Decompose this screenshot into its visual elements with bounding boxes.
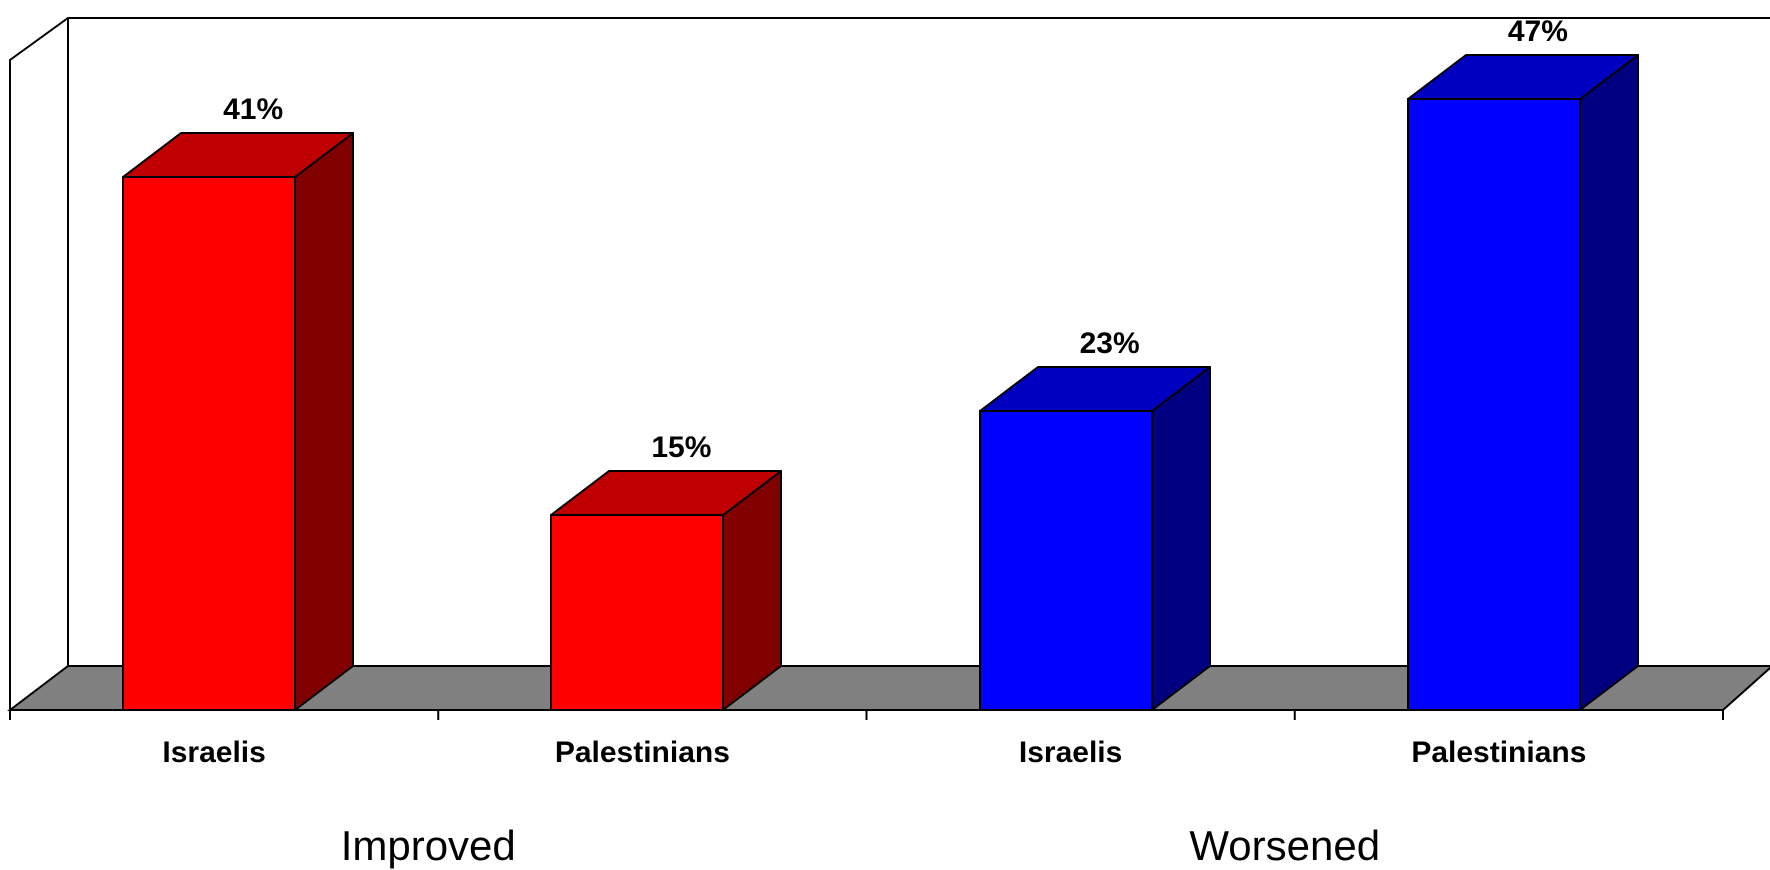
bar-front bbox=[979, 410, 1153, 711]
labels: 41% Israelis 15% Palestinians 23% Israelis 47%… bbox=[162, 15, 1586, 869]
bar-front bbox=[550, 514, 724, 711]
bars bbox=[122, 54, 1639, 711]
bar-front bbox=[1407, 98, 1581, 711]
bar-front bbox=[122, 176, 296, 711]
category-label: Israelis bbox=[1019, 736, 1122, 769]
group-label: Worsened bbox=[1189, 822, 1380, 869]
bar bbox=[1407, 54, 1639, 711]
bar bbox=[550, 470, 782, 711]
category-label: Palestinians bbox=[555, 736, 730, 769]
bar-side bbox=[1579, 54, 1639, 711]
bar-side bbox=[1151, 366, 1211, 711]
back-wall-outline bbox=[9, 17, 1770, 710]
data-label: 41% bbox=[223, 93, 283, 126]
bar bbox=[122, 132, 354, 711]
bar bbox=[979, 366, 1211, 711]
data-label: 23% bbox=[1080, 327, 1140, 360]
data-label: 15% bbox=[651, 431, 711, 464]
category-label: Israelis bbox=[162, 736, 265, 769]
bar-side bbox=[294, 132, 354, 711]
category-label: Palestinians bbox=[1411, 736, 1586, 769]
group-label: Improved bbox=[341, 822, 516, 869]
data-label: 47% bbox=[1508, 15, 1568, 48]
